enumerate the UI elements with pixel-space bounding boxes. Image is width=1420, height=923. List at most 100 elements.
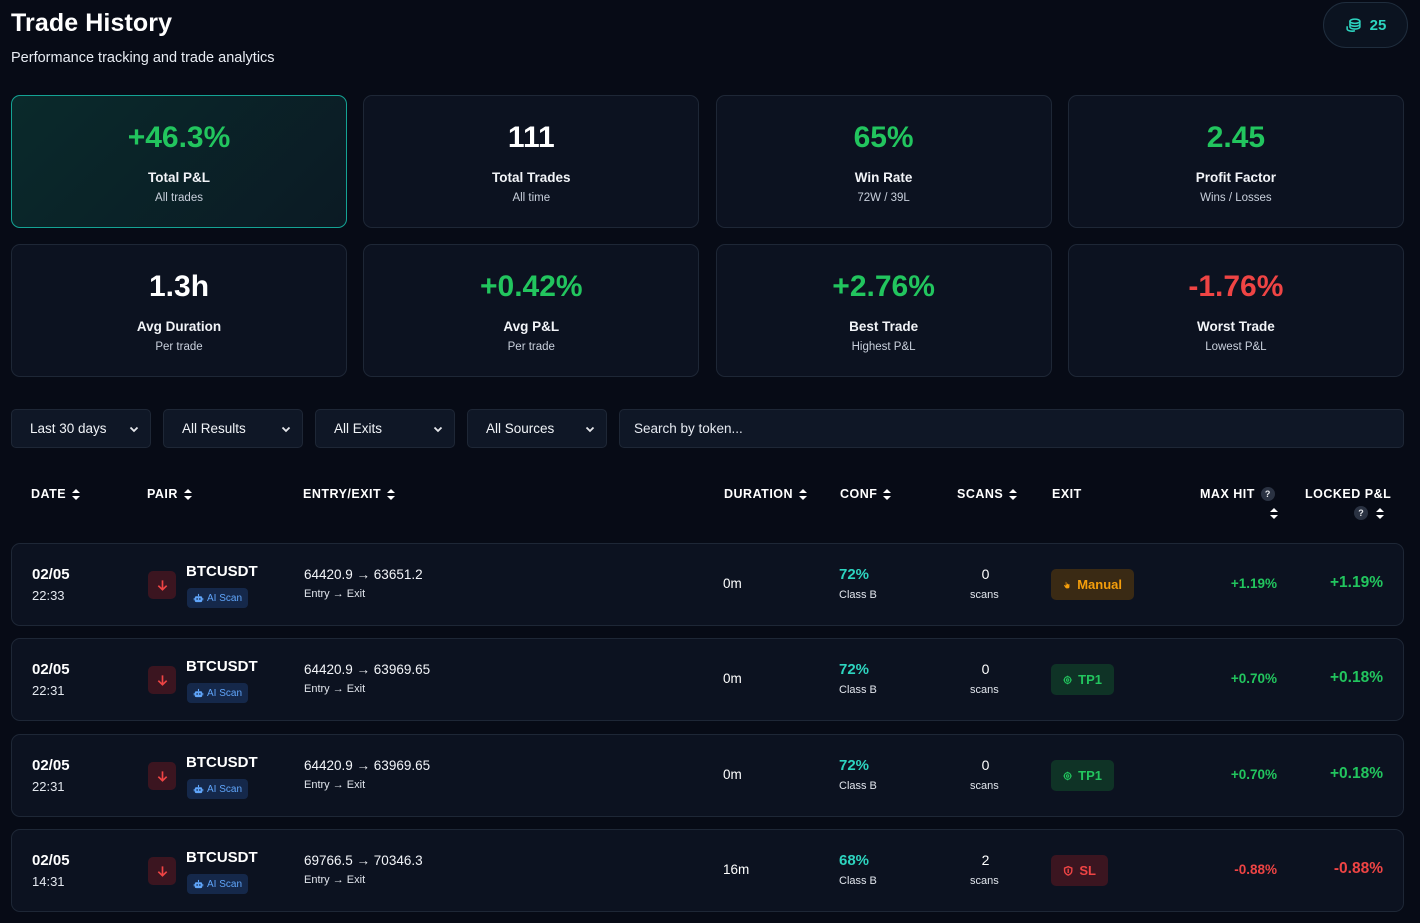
short-direction-icon: [148, 571, 176, 599]
table-row[interactable]: 02/05 14:31 BTCUSDT AI Scan 69766.5 → 70346.…: [11, 829, 1404, 912]
table-row[interactable]: 02/05 22:33 BTCUSDT AI Scan 64420.9 → 63651.…: [11, 543, 1404, 626]
sort-icon: [883, 488, 892, 500]
trade-duration: 0m: [723, 576, 742, 591]
stat-value: +2.76%: [832, 270, 935, 303]
shield-icon: [1063, 865, 1073, 876]
stat-card-avg-duration: 1.3h Avg Duration Per trade: [11, 244, 347, 377]
sort-icon[interactable]: [1376, 508, 1384, 519]
column-header-label: EXIT: [1052, 487, 1082, 501]
arrow-down-icon: [157, 579, 167, 591]
pointer-icon: [1064, 581, 1070, 588]
stat-value: 1.3h: [148, 270, 210, 303]
locked-pnl-value: -0.88%: [1333, 860, 1383, 877]
exit-badge-label: TP1: [1078, 768, 1102, 783]
period-select[interactable]: Last 30 days: [11, 409, 151, 448]
table-row[interactable]: 02/05 22:31 BTCUSDT AI Scan 64420.9 → 63969.…: [11, 638, 1404, 721]
max-hit-value: +0.70%: [1230, 671, 1277, 686]
trade-duration: 0m: [723, 671, 742, 686]
results-select[interactable]: All Results: [163, 409, 303, 448]
confidence-value: 72%: [839, 566, 870, 583]
help-icon[interactable]: ?: [1354, 506, 1368, 520]
trade-duration: 16m: [723, 862, 750, 877]
source-badge: AI Scan: [187, 683, 249, 703]
entry-exit-prices: 64420.9 → 63969.65: [304, 758, 431, 773]
stat-value: +46.3%: [127, 121, 231, 154]
robot-icon: [193, 784, 204, 793]
scans-count: 2: [981, 852, 990, 868]
stat-card-total-trades: 111 Total Trades All time: [363, 95, 700, 228]
help-icon[interactable]: ?: [1260, 487, 1275, 501]
column-header-pair[interactable]: PAIR: [147, 487, 192, 501]
sources-select[interactable]: All Sources: [467, 409, 607, 448]
stats-grid: +46.3% Total P&L All trades 111 Total Tr…: [11, 95, 1404, 377]
exit-badge: TP1: [1051, 664, 1114, 695]
table-row[interactable]: 02/05 22:31 BTCUSDT AI Scan 64420.9 → 63969.…: [11, 734, 1404, 817]
source-badge: AI Scan: [187, 779, 249, 799]
stat-value: 111: [507, 121, 555, 154]
trade-pair[interactable]: BTCUSDT: [186, 754, 258, 771]
column-header-locked-pnl[interactable]: LOCKED P&L: [1305, 487, 1391, 501]
max-hit-value: +1.19%: [1230, 576, 1277, 591]
token-search-input[interactable]: [619, 409, 1404, 448]
column-header-label: LOCKED P&L: [1305, 487, 1392, 501]
column-header-scans[interactable]: SCANS: [957, 487, 1018, 501]
confidence-class: Class B: [839, 684, 877, 696]
entry-exit-prices: 69766.5 → 70346.3: [304, 853, 423, 868]
trade-pair[interactable]: BTCUSDT: [186, 849, 258, 866]
column-header-label: DURATION: [724, 487, 794, 501]
sort-icon: [387, 488, 396, 500]
stat-sub: Wins / Losses: [1200, 192, 1272, 204]
stat-sub: Highest P&L: [851, 341, 916, 353]
trade-date: 02/05: [32, 566, 70, 583]
chevron-down-icon: [433, 426, 443, 432]
sort-icon[interactable]: [1270, 508, 1278, 519]
column-header-label: ENTRY/EXIT: [303, 487, 382, 501]
stat-card-total-pnl: +46.3% Total P&L All trades: [11, 95, 347, 228]
trade-duration: 0m: [723, 767, 742, 782]
trade-date: 02/05: [32, 757, 70, 774]
stat-sub: Lowest P&L: [1205, 341, 1267, 353]
stat-label: Total Trades: [492, 170, 571, 185]
page-subtitle: Performance tracking and trade analytics: [11, 50, 275, 66]
stat-sub: All trades: [155, 192, 203, 204]
entry-exit-caption: Entry → Exit: [304, 588, 366, 600]
page-title: Trade History: [11, 9, 173, 37]
confidence-class: Class B: [839, 780, 877, 792]
arrow-down-icon: [157, 770, 167, 782]
chevron-down-icon: [129, 426, 139, 432]
exit-badge: Manual: [1051, 569, 1134, 600]
column-header-conf[interactable]: CONF: [840, 487, 892, 501]
entry-exit-caption: Entry → Exit: [304, 779, 366, 791]
stat-value: 2.45: [1206, 121, 1266, 154]
scans-count: 0: [981, 661, 990, 677]
stat-value: -1.76%: [1188, 270, 1284, 303]
trade-pair[interactable]: BTCUSDT: [186, 658, 258, 675]
period-select-value: Last 30 days: [30, 421, 107, 436]
confidence-value: 72%: [839, 757, 870, 774]
locked-pnl-value: +1.19%: [1329, 574, 1383, 591]
scans-caption: scans: [970, 684, 999, 696]
scans-caption: scans: [970, 875, 999, 887]
target-icon: [1063, 771, 1072, 780]
credits-badge[interactable]: 25: [1323, 2, 1408, 48]
sources-select-value: All Sources: [486, 421, 555, 436]
arrow-down-icon: [157, 674, 167, 686]
exit-badge: SL: [1051, 855, 1108, 886]
stat-card-best-trade: +2.76% Best Trade Highest P&L: [715, 244, 1052, 377]
chevron-down-icon: [281, 426, 291, 432]
robot-icon: [193, 593, 204, 602]
column-header-entry-exit[interactable]: ENTRY/EXIT: [303, 487, 396, 501]
column-header-date[interactable]: DATE: [31, 487, 81, 501]
column-header-max-hit[interactable]: MAX HIT ?: [1200, 487, 1275, 501]
credits-count: 25: [1369, 16, 1387, 34]
column-header-label: SCANS: [957, 487, 1004, 501]
exits-select[interactable]: All Exits: [315, 409, 455, 448]
stat-card-profit-factor: 2.45 Profit Factor Wins / Losses: [1067, 95, 1404, 228]
chevron-down-icon: [585, 426, 595, 432]
column-header-label: PAIR: [147, 487, 178, 501]
confidence-class: Class B: [839, 875, 877, 887]
entry-exit-prices: 64420.9 → 63651.2: [304, 567, 423, 582]
column-header-duration[interactable]: DURATION: [724, 487, 808, 501]
stat-label: Profit Factor: [1195, 170, 1277, 185]
trade-pair[interactable]: BTCUSDT: [186, 563, 258, 580]
